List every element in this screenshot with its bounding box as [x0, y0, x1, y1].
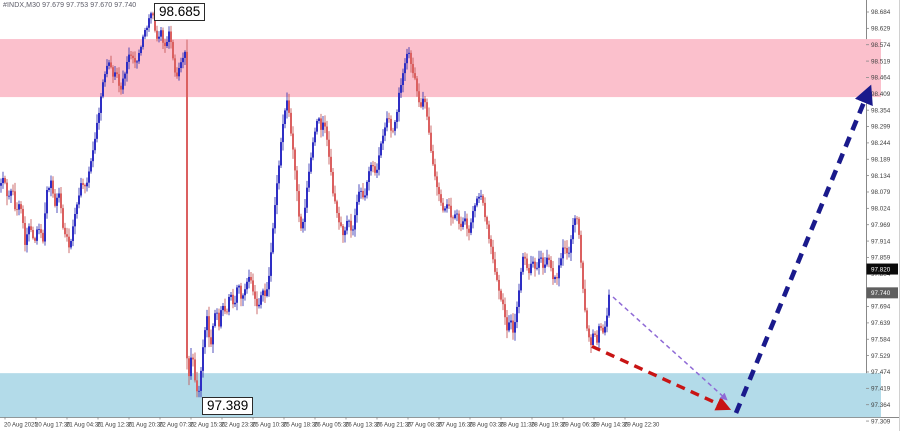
svg-text:22 Aug 15:30: 22 Aug 15:30	[190, 423, 226, 429]
svg-text:98.024: 98.024	[871, 206, 891, 213]
y-axis-labels: 98.684 98.629 98.574 98.519 98.464 98.409 98.3…	[866, 9, 891, 425]
svg-text:98.354: 98.354	[871, 107, 891, 114]
svg-text:26 Aug 05:30: 26 Aug 05:30	[314, 423, 350, 429]
svg-text:22 Aug 07:30: 22 Aug 07:30	[159, 423, 195, 429]
last-price-marker: 97.820	[866, 263, 898, 275]
svg-text:97.694: 97.694	[871, 304, 891, 311]
svg-text:98.134: 98.134	[871, 173, 891, 180]
svg-text:21 Aug 20:30: 21 Aug 20:30	[128, 423, 164, 429]
svg-text:29 Aug 22:30: 29 Aug 22:30	[624, 423, 660, 429]
svg-text:97.309: 97.309	[871, 418, 891, 425]
blue-forecast-arrow[interactable]	[733, 84, 873, 414]
low-price-callout[interactable]: 97.389	[202, 397, 254, 415]
svg-text:98.189: 98.189	[871, 156, 891, 163]
svg-text:98.409: 98.409	[871, 91, 891, 98]
svg-text:20 Aug 17:30: 20 Aug 17:30	[35, 423, 71, 429]
support-zone[interactable]	[0, 373, 881, 418]
svg-text:97.740: 97.740	[871, 290, 891, 297]
svg-text:98.574: 98.574	[871, 42, 891, 49]
bid-price-marker: 97.740	[866, 287, 898, 299]
svg-text:28 Aug 11:30: 28 Aug 11:30	[500, 423, 536, 429]
svg-text:97.419: 97.419	[871, 386, 891, 393]
svg-text:97.820: 97.820	[871, 266, 891, 273]
symbol-title: #INDX,M30 97.679 97.753 97.670 97.740	[3, 2, 137, 9]
svg-text:25 Aug 18:30: 25 Aug 18:30	[283, 423, 319, 429]
svg-text:98.629: 98.629	[871, 26, 891, 33]
svg-text:26 Aug 21:30: 26 Aug 21:30	[376, 423, 412, 429]
svg-text:97.969: 97.969	[871, 222, 891, 229]
candlestick-series	[0, 11, 610, 398]
svg-text:98.464: 98.464	[871, 75, 891, 82]
svg-text:20 Aug 2025: 20 Aug 2025	[4, 423, 38, 429]
svg-text:98.299: 98.299	[871, 124, 891, 131]
svg-text:97.584: 97.584	[871, 336, 891, 343]
svg-text:22 Aug 23:30: 22 Aug 23:30	[221, 423, 257, 429]
svg-text:97.474: 97.474	[871, 369, 891, 376]
svg-text:97.914: 97.914	[871, 238, 891, 245]
svg-text:98.519: 98.519	[871, 58, 891, 65]
svg-text:98.079: 98.079	[871, 189, 891, 196]
svg-text:29 Aug 14:30: 29 Aug 14:30	[593, 423, 629, 429]
svg-text:21 Aug 12:30: 21 Aug 12:30	[97, 423, 133, 429]
svg-text:26 Aug 13:30: 26 Aug 13:30	[345, 423, 381, 429]
svg-text:29 Aug 06:30: 29 Aug 06:30	[562, 423, 598, 429]
svg-text:97.529: 97.529	[871, 353, 891, 360]
svg-text:98.684: 98.684	[871, 9, 891, 16]
svg-text:97.859: 97.859	[871, 255, 891, 262]
svg-text:25 Aug 10:30: 25 Aug 10:30	[252, 423, 288, 429]
high-price-callout[interactable]: 98.685	[154, 3, 206, 21]
svg-text:28 Aug 19:30: 28 Aug 19:30	[531, 423, 567, 429]
svg-text:97.639: 97.639	[871, 320, 891, 327]
svg-text:27 Aug 16:30: 27 Aug 16:30	[438, 423, 474, 429]
resistance-zone[interactable]	[0, 39, 881, 98]
svg-text:27 Aug 08:30: 27 Aug 08:30	[407, 423, 443, 429]
svg-text:98.244: 98.244	[871, 140, 891, 147]
svg-text:21 Aug 04:30: 21 Aug 04:30	[66, 423, 102, 429]
purple-forecast-arrow[interactable]	[612, 296, 728, 401]
svg-text:97.364: 97.364	[871, 402, 891, 409]
svg-text:28 Aug 03:30: 28 Aug 03:30	[469, 423, 505, 429]
